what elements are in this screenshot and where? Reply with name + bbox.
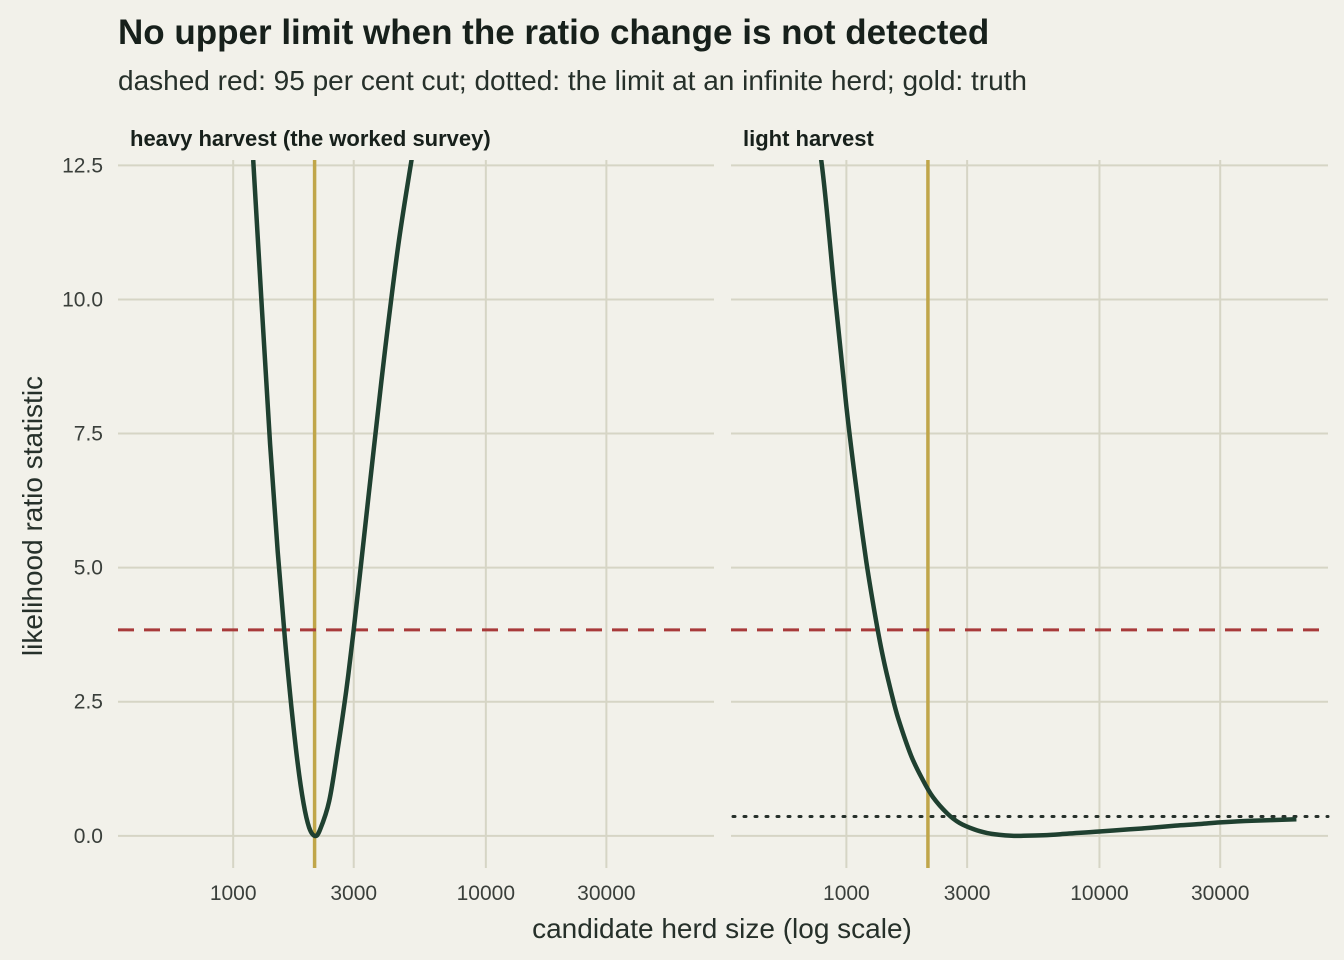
- x-tick-label: 10000: [457, 882, 515, 905]
- y-axis-ticks: 0.0 2.5 5.0 7.5 10.0 12.5: [62, 154, 103, 847]
- x-tick-label: 10000: [1070, 882, 1128, 905]
- x-tick-label: 30000: [1191, 882, 1249, 905]
- y-tick-label: 0.0: [74, 825, 103, 848]
- y-tick-label: 7.5: [74, 423, 103, 446]
- y-tick-label: 5.0: [74, 557, 103, 580]
- x-tick-label: 3000: [330, 882, 377, 905]
- x-axis-title: candidate herd size (log scale): [532, 913, 912, 944]
- y-axis-title: likelihood ratio statistic: [17, 376, 48, 656]
- x-tick-label: 3000: [944, 882, 991, 905]
- x-tick-label: 1000: [823, 882, 870, 905]
- y-tick-label: 10.0: [62, 288, 103, 311]
- panel-2: 1000 3000 10000 30000 light harvest: [731, 126, 1330, 905]
- chart-title: No upper limit when the ratio change is …: [118, 13, 989, 52]
- panel-label: light harvest: [743, 126, 874, 151]
- panel-1: 1000 3000 10000 30000 heavy harvest (the wor…: [118, 126, 714, 905]
- panels: 1000 3000 10000 30000 heavy harvest (the wor…: [118, 126, 1330, 905]
- x-tick-label: 30000: [577, 882, 635, 905]
- y-tick-label: 12.5: [62, 154, 103, 177]
- y-tick-label: 2.5: [74, 691, 103, 714]
- likelihood-curve: [818, 160, 1297, 839]
- panel-label: heavy harvest (the worked survey): [130, 126, 491, 151]
- likelihood-curve: [250, 160, 414, 839]
- x-tick-label: 1000: [210, 882, 257, 905]
- chart-subtitle: dashed red: 95 per cent cut; dotted: the…: [118, 65, 1027, 96]
